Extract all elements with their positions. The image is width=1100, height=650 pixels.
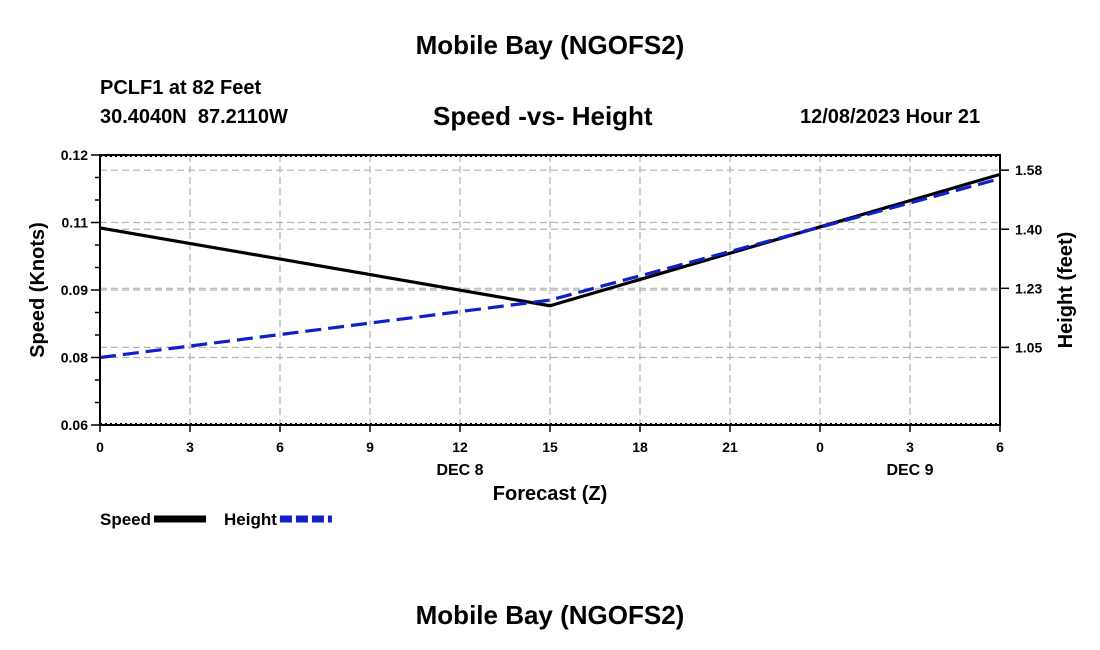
- legend-label-height: Height: [224, 510, 277, 529]
- y2-tick-label: 1.58: [1015, 162, 1042, 178]
- station-label: PCLF1 at 82 Feet: [100, 77, 262, 99]
- y-axis-label-right: Height (feet): [1055, 232, 1077, 349]
- x-tick-label: 0: [96, 439, 104, 455]
- chart-title: Speed -vs- Height: [433, 101, 653, 131]
- y-tick-label: 0.06: [61, 417, 88, 433]
- y-tick-label: 0.09: [61, 282, 88, 298]
- x-tick-label: 12: [452, 439, 468, 455]
- y-tick-label: 0.08: [61, 350, 88, 366]
- frame-ticks: [91, 154, 1009, 432]
- y-tick-label: 0.11: [62, 215, 89, 231]
- series-line-height: [99, 177, 1001, 360]
- top-title: Mobile Bay (NGOFS2): [415, 30, 685, 60]
- x-tick-label: 0: [816, 439, 824, 455]
- y-axis-label-left: Speed (Knots): [27, 222, 49, 358]
- x-tick-label: 3: [186, 439, 194, 455]
- date-label: DEC 9: [886, 462, 933, 479]
- x-tick-label: 6: [996, 439, 1004, 455]
- legend: Speed Height: [100, 510, 332, 529]
- x-tick-label: 21: [722, 439, 738, 455]
- timestamp-label: 12/08/2023 Hour 21: [800, 106, 981, 128]
- grid-lines: [100, 155, 1000, 425]
- coordinates-label: 30.4040N 87.2110W: [100, 106, 288, 128]
- legend-label-speed: Speed: [100, 510, 151, 529]
- x-tick-label: 9: [366, 439, 374, 455]
- x-tick-label: 15: [542, 439, 558, 455]
- x-tick-label: 18: [632, 439, 648, 455]
- y2-tick-label: 1.05: [1015, 339, 1042, 355]
- y-tick-label: 0.12: [61, 147, 88, 163]
- y2-tick-label: 1.40: [1015, 221, 1042, 237]
- x-tick-label: 6: [276, 439, 284, 455]
- y2-tick-label: 1.23: [1015, 280, 1042, 296]
- x-tick-label: 3: [906, 439, 914, 455]
- bottom-title: Mobile Bay (NGOFS2): [415, 600, 685, 630]
- axis-tick-labels: 0 3 6 9 12 15 18 21 0 3 6 DEC 8 DEC 9 0.06 0.08 0.09 0.1…: [61, 147, 1043, 479]
- series-lines: [99, 172, 1001, 360]
- x-axis-label: Forecast (Z): [493, 483, 607, 505]
- date-label: DEC 8: [436, 462, 483, 479]
